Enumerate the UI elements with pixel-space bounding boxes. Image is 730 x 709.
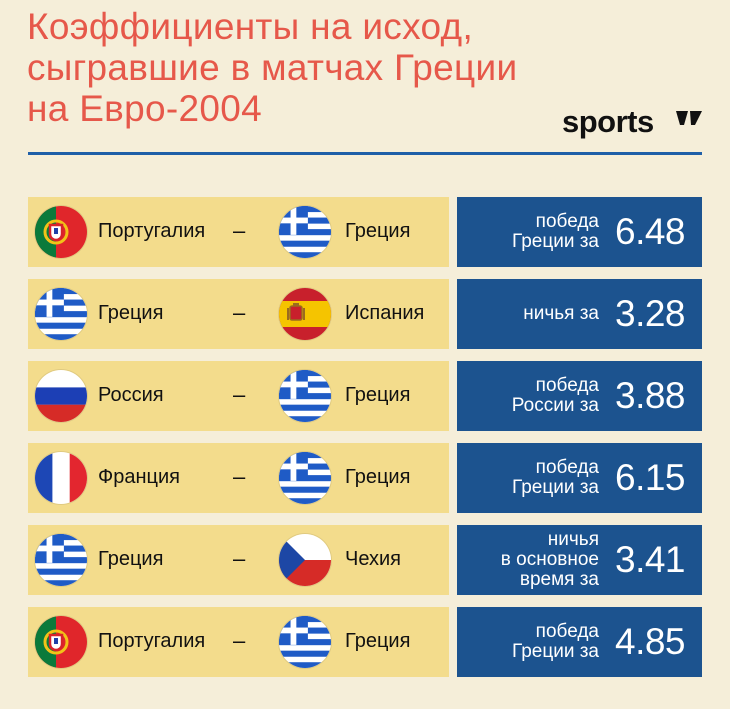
odds-panel: ничья в основное время за 3.41 [457, 525, 702, 595]
outcome-label-line: победа [535, 457, 599, 478]
spain-flag-icon [279, 288, 331, 340]
odds-value: 6.48 [615, 211, 686, 252]
odds-panel: победа Греции за 6.15 [457, 443, 702, 513]
greece-flag-icon [279, 370, 331, 422]
outcome-label-line: в основное [500, 549, 599, 570]
greece-flag-icon [279, 452, 331, 504]
match-row: Греция – Испания ничья за 3.28 [28, 279, 702, 349]
teams-panel: Россия – Греция [28, 361, 449, 431]
greece-flag-icon [279, 206, 331, 258]
outcome-label-line: время за [519, 569, 599, 590]
match-row: Греция – Чехия ничья в основное время за 3.41 [28, 525, 702, 595]
outcome-label: победа Греции за [512, 197, 599, 267]
teams-panel: Франция – Греция [28, 443, 449, 513]
outcome-label: победа Греции за [512, 443, 599, 513]
team-1-name: Португалия [98, 630, 206, 652]
title-line-3: на Евро-2004 [27, 88, 263, 129]
portugal-flag-icon [35, 616, 87, 668]
outcome-label: победа России за [512, 361, 599, 431]
outcome-label-line: ничья [547, 529, 599, 550]
outcome-label-line: победа [535, 211, 599, 232]
team-1-name: Франция [98, 466, 180, 488]
odds-value: 6.15 [615, 457, 686, 498]
team-1-name: Россия [98, 384, 164, 406]
outcome-label: ничья за [523, 279, 599, 349]
portugal-flag-icon [35, 206, 87, 258]
odds-value: 3.41 [615, 539, 686, 580]
outcome-label: ничья в основное время за [501, 525, 599, 595]
teams-panel: Греция – Чехия [28, 525, 449, 595]
team-1-name: Греция [98, 302, 164, 324]
title-line-2: сыгравшие в матчах Греции [27, 47, 518, 88]
outcome-label-line: ничья за [523, 303, 599, 324]
odds-value: 4.85 [615, 621, 686, 662]
greece-flag-icon [279, 616, 331, 668]
outcome-label-line: Греции за [511, 477, 599, 498]
outcome-label-line: России за [511, 395, 599, 416]
france-flag-icon [35, 452, 87, 504]
outcome-label: победа Греции за [512, 607, 599, 677]
match-row: Россия – Греция победа России за 3.88 [28, 361, 702, 431]
versus-dash: – [233, 218, 246, 243]
team-2-name: Греция [345, 220, 411, 242]
greece-flag-icon [35, 534, 87, 586]
page-title: Коэффициенты на исход, сыгравшие в матча… [27, 6, 647, 129]
team-1-name: Португалия [98, 220, 206, 242]
versus-dash: – [233, 382, 246, 407]
outcome-label-line: Греции за [511, 231, 599, 252]
russia-flag-icon [35, 370, 87, 422]
czech-flag-icon [279, 534, 331, 586]
greece-flag-icon [35, 288, 87, 340]
versus-dash: – [233, 300, 246, 325]
outcome-label-line: победа [535, 375, 599, 396]
team-2-name: Греция [345, 630, 411, 652]
team-2-name: Чехия [345, 548, 402, 570]
team-2-name: Греция [345, 384, 411, 406]
team-2-name: Греция [345, 466, 411, 488]
odds-panel: победа России за 3.88 [457, 361, 702, 431]
versus-dash: – [233, 546, 246, 571]
outcome-label-line: победа [535, 621, 599, 642]
odds-value: 3.88 [615, 375, 686, 416]
title-line-1: Коэффициенты на исход, [27, 6, 474, 47]
logo-mark-icon [676, 111, 702, 125]
match-row: Португалия – Греция победа Греции за 6.48 [28, 197, 702, 267]
odds-panel: победа Греции за 6.48 [457, 197, 702, 267]
match-row: Франция – Греция победа Греции за 6.15 [28, 443, 702, 513]
odds-value: 3.28 [615, 293, 686, 334]
versus-dash: – [233, 464, 246, 489]
odds-panel: победа Греции за 4.85 [457, 607, 702, 677]
teams-panel: Греция – Испания [28, 279, 449, 349]
versus-dash: – [233, 628, 246, 653]
outcome-label-line: Греции за [511, 641, 599, 662]
sports-logo: sports [562, 104, 654, 139]
title-divider [28, 152, 702, 155]
odds-panel: ничья за 3.28 [457, 279, 702, 349]
teams-panel: Португалия – Греция [28, 607, 449, 677]
team-2-name: Испания [345, 302, 425, 324]
teams-panel: Португалия – Греция [28, 197, 449, 267]
team-1-name: Греция [98, 548, 164, 570]
match-row: Португалия – Греция победа Греции за 4.85 [28, 607, 702, 677]
